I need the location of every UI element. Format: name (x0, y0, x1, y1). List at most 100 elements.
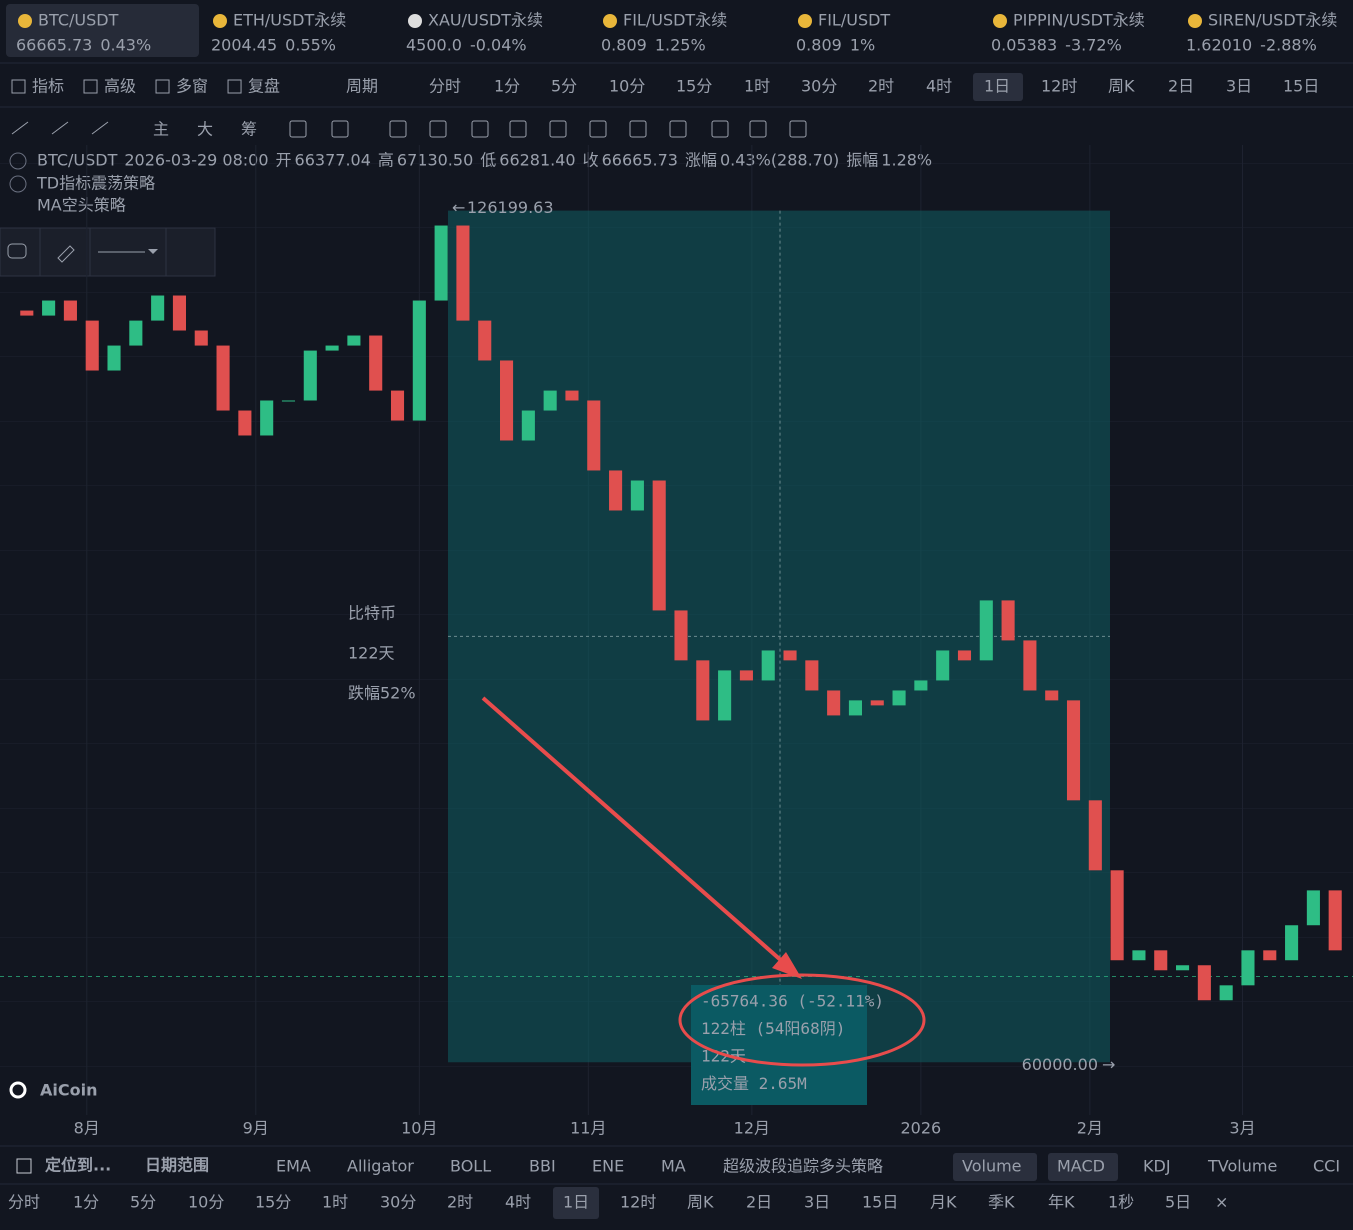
timeframe-button[interactable]: 2日 (1168, 77, 1194, 96)
indicator-button[interactable]: EMA (276, 1157, 311, 1176)
sub-indicator-button[interactable]: Volume (962, 1157, 1022, 1176)
bottom-timeframe[interactable]: 30分 (380, 1193, 416, 1212)
bottom-timeframe[interactable]: 1日 (563, 1193, 589, 1212)
bottom-timeframe[interactable]: 4时 (505, 1193, 531, 1212)
sub-indicator-button[interactable]: MACD (1057, 1157, 1105, 1176)
timeframe-button[interactable]: 1日 (984, 77, 1010, 96)
date-range-button[interactable]: 日期范围 (145, 1156, 209, 1175)
bottom-timeframe[interactable]: 2时 (447, 1193, 473, 1212)
ticker-name[interactable]: BTC/USDT (38, 11, 119, 30)
tool-icon (589, 120, 607, 138)
candle (718, 670, 732, 721)
indicator-button[interactable]: MA (661, 1157, 686, 1176)
bottom-timeframe[interactable]: 2日 (746, 1193, 772, 1212)
drawing-tool[interactable]: 筹 (241, 120, 257, 139)
annotation: 比特币 (348, 604, 396, 623)
tool-icon (83, 79, 98, 94)
candle (1285, 925, 1299, 961)
candle (914, 680, 928, 691)
info-amplitude-label: 振幅 (846, 151, 878, 170)
bottom-timeframe[interactable]: 3日 (804, 1193, 830, 1212)
locate-button[interactable]: 定位到... (44, 1156, 111, 1175)
ticker-name[interactable]: FIL/USDT永续 (623, 11, 727, 30)
ticker-active-bg (6, 4, 199, 57)
locate-icon (16, 1158, 32, 1174)
ticker-name[interactable]: ETH/USDT永续 (233, 11, 346, 30)
ticker-name[interactable]: XAU/USDT永续 (428, 11, 543, 30)
timeframe-button[interactable]: 15分 (676, 77, 712, 96)
tool-button[interactable]: 指标 (32, 77, 64, 96)
sub-indicator-button[interactable]: CCI (1313, 1157, 1340, 1176)
candle (20, 310, 34, 316)
timeframe-button[interactable]: 30分 (801, 77, 837, 96)
drawing-tool[interactable]: 主 (153, 120, 169, 139)
timeframe-button[interactable]: 4时 (926, 77, 952, 96)
tool-button[interactable]: 高级 (104, 77, 136, 96)
x-tick-label: 11月 (570, 1119, 606, 1138)
timeframe-button[interactable]: 12时 (1041, 77, 1077, 96)
indicator-button[interactable]: BOLL (450, 1157, 491, 1176)
timeframe-button[interactable]: 15日 (1283, 77, 1319, 96)
ticker-name[interactable]: PIPPIN/USDT永续 (1013, 11, 1145, 30)
bottom-timeframe[interactable]: 季K (988, 1193, 1015, 1212)
logo-icon (9, 1081, 27, 1099)
sub-indicator-button[interactable]: TVolume (1207, 1157, 1277, 1176)
bottom-timeframe[interactable]: 周K (687, 1193, 714, 1212)
candle (281, 400, 296, 402)
candle (1001, 600, 1015, 641)
strategy-label[interactable]: TD指标震荡策略 (36, 174, 155, 193)
tool-icon (331, 120, 349, 138)
timeframe-button[interactable]: 1时 (744, 77, 770, 96)
candle (500, 360, 514, 441)
candle (783, 650, 797, 661)
strategy-label[interactable]: MA空头策略 (37, 196, 126, 215)
tool-button[interactable]: 多窗 (176, 77, 208, 96)
measure-line: 成交量 2.65M (701, 1074, 807, 1093)
bottom-timeframe[interactable]: 1时 (322, 1193, 348, 1212)
tool-icon (549, 120, 567, 138)
bottom-timeframe[interactable]: 12时 (620, 1193, 656, 1212)
bottom-timeframe[interactable]: 5日 (1165, 1193, 1191, 1212)
info-open-label: 开 (276, 151, 292, 170)
ticker-change: 0.43% (100, 36, 151, 55)
candle (848, 700, 862, 716)
tool-button[interactable]: 复盘 (248, 77, 280, 96)
bottom-timeframe[interactable]: 1秒 (1108, 1193, 1134, 1212)
indicator-button[interactable]: BBI (529, 1157, 556, 1176)
timeframe-button[interactable]: 1分 (494, 77, 520, 96)
bottom-timeframe[interactable]: 年K (1048, 1193, 1075, 1212)
timeframe-button[interactable]: 5分 (551, 77, 577, 96)
candle (630, 480, 644, 511)
ticker-name[interactable]: SIREN/USDT永续 (1208, 11, 1337, 30)
candle (172, 295, 186, 331)
sub-indicator-button[interactable]: KDJ (1143, 1157, 1171, 1176)
period-button[interactable]: 周期 (346, 77, 378, 96)
candle (609, 470, 623, 511)
bottom-timeframe[interactable]: 15分 (255, 1193, 291, 1212)
bottom-timeframe[interactable]: 10分 (188, 1193, 224, 1212)
ticker-name[interactable]: FIL/USDT (818, 11, 890, 30)
candle (412, 300, 426, 421)
bottom-timeframe[interactable]: 1分 (73, 1193, 99, 1212)
bottom-timeframe[interactable]: 分时 (8, 1193, 40, 1212)
tool-icon (749, 120, 767, 138)
timeframe-button[interactable]: 周K (1108, 77, 1135, 96)
bottom-timeframe[interactable]: 月K (930, 1193, 957, 1212)
indicator-button[interactable]: 超级波段追踪多头策略 (723, 1157, 883, 1176)
timeframe-button[interactable]: 2时 (868, 77, 894, 96)
low-marker: 60000.00 (1022, 1055, 1098, 1074)
timeframe-button[interactable]: 10分 (609, 77, 645, 96)
timeframe-button[interactable]: 3日 (1226, 77, 1252, 96)
timeframe-button[interactable]: 分时 (429, 77, 461, 96)
sub-indicator-active-bg (953, 1153, 1037, 1181)
drawing-tool[interactable]: 大 (197, 120, 213, 139)
candle (1023, 640, 1037, 691)
info-symbol: BTC/USDT (37, 151, 118, 170)
indicator-button[interactable]: Alligator (347, 1157, 414, 1176)
tool-icon (669, 120, 687, 138)
bottom-timeframe[interactable]: 5分 (130, 1193, 156, 1212)
indicator-button[interactable]: ENE (592, 1157, 624, 1176)
ticker-change: 0.55% (285, 36, 336, 55)
bottom-timeframe[interactable]: 15日 (862, 1193, 898, 1212)
timeframe-selected-bg (553, 1187, 599, 1219)
